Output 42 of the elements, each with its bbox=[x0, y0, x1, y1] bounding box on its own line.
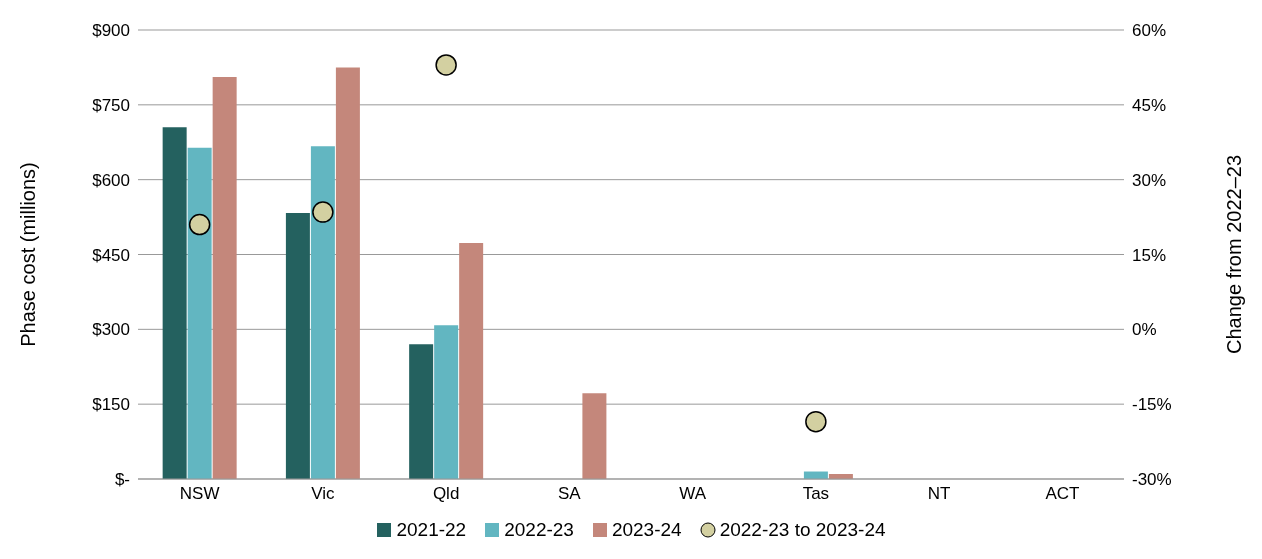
bar bbox=[285, 213, 310, 479]
y2-axis-title: Change from 2022–23 bbox=[1223, 154, 1246, 355]
y-axis-title: Phase cost (millions) bbox=[17, 162, 40, 347]
legend-label: 2022-23 to 2023-24 bbox=[719, 519, 886, 541]
x-tick-label: Qld bbox=[432, 484, 460, 504]
y-tick-label: $450 bbox=[92, 245, 130, 265]
x-tick-label: NSW bbox=[179, 484, 220, 504]
y-tick-label: $- bbox=[114, 470, 130, 490]
bar bbox=[459, 243, 484, 479]
legend-label: 2022-23 bbox=[504, 519, 574, 541]
y2-tick-label: 0% bbox=[1132, 320, 1157, 340]
bar bbox=[335, 67, 360, 479]
x-tick-label: WA bbox=[679, 484, 707, 504]
bar bbox=[434, 325, 459, 479]
point bbox=[188, 213, 211, 236]
x-tick-label: SA bbox=[558, 484, 582, 504]
y-tick-label: $300 bbox=[92, 320, 130, 340]
x-tick-label: NT bbox=[927, 484, 951, 504]
x-tick-label: Vic bbox=[311, 484, 336, 504]
x-tick-label: Tas bbox=[802, 484, 830, 504]
bar bbox=[582, 393, 607, 479]
y2-tick-label: -15% bbox=[1132, 395, 1172, 415]
legend-label: 2021-22 bbox=[396, 519, 467, 541]
point bbox=[312, 201, 334, 223]
x-tick-label: ACT bbox=[1045, 484, 1080, 504]
y2-tick-label: -30% bbox=[1132, 470, 1172, 490]
bar bbox=[162, 127, 187, 479]
point bbox=[805, 410, 827, 433]
legend-label: 2023-24 bbox=[611, 519, 682, 541]
y2-tick-label: 45% bbox=[1132, 95, 1167, 115]
y-tick-label: $600 bbox=[92, 170, 130, 190]
y-tick-label: $150 bbox=[92, 395, 130, 415]
bar bbox=[409, 344, 434, 479]
y2-tick-label: 60% bbox=[1132, 21, 1167, 41]
y-tick-label: $750 bbox=[92, 95, 130, 115]
bar bbox=[187, 147, 212, 479]
bar bbox=[212, 76, 237, 479]
bar bbox=[310, 146, 335, 479]
y-tick-label: $900 bbox=[92, 21, 130, 41]
y2-tick-label: 30% bbox=[1132, 170, 1167, 190]
y2-tick-label: 15% bbox=[1132, 245, 1167, 265]
point bbox=[435, 54, 457, 76]
